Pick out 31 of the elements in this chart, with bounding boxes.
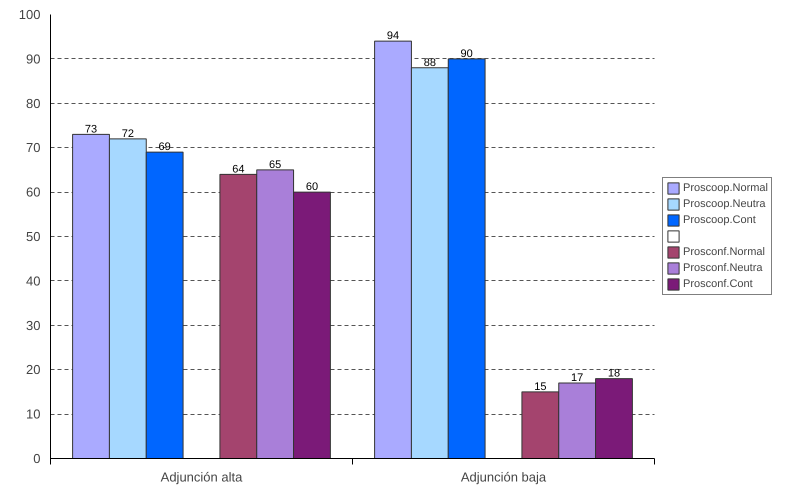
y-tick-label: 0 bbox=[33, 451, 41, 466]
y-tick-label: 80 bbox=[26, 96, 41, 111]
legend-label: Proscoop.Cont bbox=[683, 213, 756, 227]
x-tick-label: Adjunción alta bbox=[160, 470, 244, 484]
data-label: 72 bbox=[122, 128, 134, 140]
y-tick-label: 50 bbox=[26, 229, 41, 244]
y-tick-label: 40 bbox=[26, 273, 41, 288]
data-label: 90 bbox=[460, 48, 473, 60]
legend-label: Proscoop.Neutra bbox=[683, 197, 766, 211]
y-tick-label: 100 bbox=[18, 7, 41, 22]
data-label: 94 bbox=[386, 30, 400, 42]
legend-label: Prosconf.Normal bbox=[683, 245, 765, 259]
y-tick-label: 10 bbox=[26, 406, 41, 422]
y-tick-label: 90 bbox=[26, 51, 41, 66]
data-label: 15 bbox=[534, 380, 546, 393]
legend-label: Prosconf.Neutra bbox=[683, 261, 762, 275]
data-label: 65 bbox=[269, 158, 282, 171]
data-label: 17 bbox=[571, 372, 584, 384]
data-label: 18 bbox=[608, 368, 620, 380]
y-tick-label: 20 bbox=[26, 362, 41, 378]
legend-label: Proscoop.Normal bbox=[683, 181, 768, 195]
data-label: 60 bbox=[306, 181, 318, 194]
legend-label: Prosconf.Cont bbox=[683, 277, 753, 291]
data-label: 73 bbox=[84, 123, 98, 136]
data-label: 88 bbox=[424, 56, 436, 69]
x-tick-label: Adjunción baja bbox=[460, 470, 547, 484]
y-tick-label: 30 bbox=[26, 318, 41, 333]
y-tick-label: 70 bbox=[26, 140, 41, 156]
data-label: 69 bbox=[158, 141, 171, 154]
y-tick-label: 60 bbox=[26, 184, 41, 200]
data-label: 64 bbox=[232, 163, 244, 176]
